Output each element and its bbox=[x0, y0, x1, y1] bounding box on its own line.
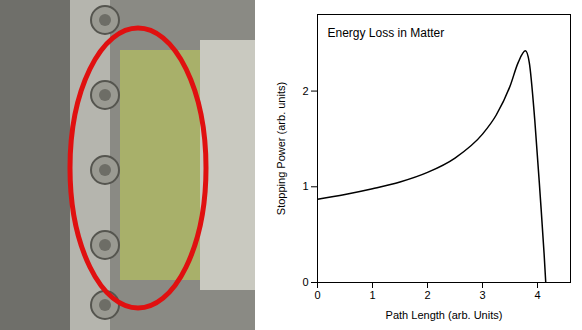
svg-text:3: 3 bbox=[479, 289, 485, 301]
svg-text:1: 1 bbox=[302, 180, 308, 192]
svg-text:Energy Loss in Matter: Energy Loss in Matter bbox=[328, 26, 445, 40]
svg-text:2: 2 bbox=[302, 85, 308, 97]
svg-text:0: 0 bbox=[314, 289, 320, 301]
svg-text:Path Length (arb. Units): Path Length (arb. Units) bbox=[386, 309, 503, 321]
svg-text:1: 1 bbox=[369, 289, 375, 301]
svg-text:0: 0 bbox=[302, 276, 308, 288]
svg-text:2: 2 bbox=[424, 289, 430, 301]
svg-text:Stopping Power (arb. units): Stopping Power (arb. units) bbox=[275, 82, 287, 215]
svg-text:4: 4 bbox=[534, 289, 540, 301]
